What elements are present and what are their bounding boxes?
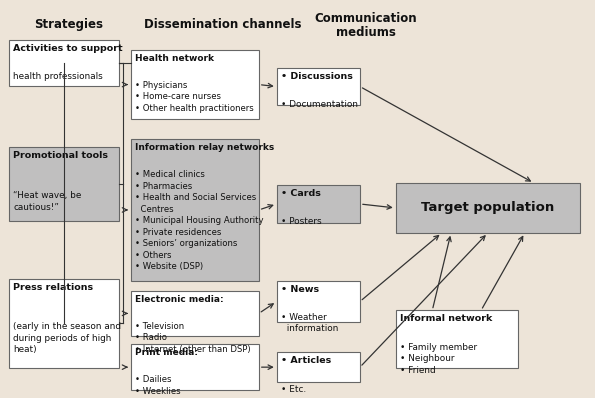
Text: Print media:: Print media: xyxy=(135,348,198,357)
Text: • Articles: • Articles xyxy=(281,356,331,365)
Text: Activities to support: Activities to support xyxy=(13,44,123,53)
Bar xyxy=(9,279,119,368)
Text: Information relay networks: Information relay networks xyxy=(135,143,274,152)
Bar xyxy=(9,40,119,86)
Text: Health network: Health network xyxy=(135,54,214,63)
Bar xyxy=(131,344,259,390)
Text: (early in the season and
during periods of high
heat): (early in the season and during periods … xyxy=(13,311,121,354)
Bar xyxy=(277,68,360,105)
Text: Promotional tools: Promotional tools xyxy=(13,151,108,160)
Text: • News: • News xyxy=(281,285,319,294)
Bar xyxy=(131,291,259,336)
Text: Dissemination channels: Dissemination channels xyxy=(145,18,302,31)
Bar xyxy=(277,352,360,382)
Text: Informal network: Informal network xyxy=(400,314,492,324)
Text: • Television
• Radio
• Internet (other than DSP): • Television • Radio • Internet (other t… xyxy=(135,322,250,353)
Text: Electronic media:: Electronic media: xyxy=(135,295,224,304)
Bar xyxy=(396,183,580,233)
Bar xyxy=(277,185,360,223)
Text: • Discussions: • Discussions xyxy=(281,72,353,81)
Text: Strategies: Strategies xyxy=(34,18,103,31)
Bar xyxy=(9,147,119,221)
Text: • Physicians
• Home-care nurses
• Other health practitioners: • Physicians • Home-care nurses • Other … xyxy=(135,81,254,113)
Text: • Dailies
• Weeklies
• Magazines: • Dailies • Weeklies • Magazines xyxy=(135,375,188,398)
Text: • Family member
• Neighbour
• Friend: • Family member • Neighbour • Friend xyxy=(400,343,477,375)
Text: • Etc.: • Etc. xyxy=(281,384,306,394)
Text: “Heat wave, be
cautious!”: “Heat wave, be cautious!” xyxy=(13,179,82,212)
Text: • Medical clinics
• Pharmacies
• Health and Social Services
  Centres
• Municipa: • Medical clinics • Pharmacies • Health … xyxy=(135,170,264,271)
Bar xyxy=(131,50,259,119)
Bar xyxy=(131,139,259,281)
Text: • Weather
  information: • Weather information xyxy=(281,313,338,334)
Text: • Documentation: • Documentation xyxy=(281,100,358,109)
Text: Press relations: Press relations xyxy=(13,283,93,292)
Bar xyxy=(277,281,360,322)
Bar xyxy=(396,310,518,368)
Text: • Posters: • Posters xyxy=(281,217,321,226)
Text: Target population: Target population xyxy=(421,201,555,215)
Text: • Cards: • Cards xyxy=(281,189,321,198)
Text: health professionals: health professionals xyxy=(13,72,103,81)
Text: Communication
mediums: Communication mediums xyxy=(315,12,417,39)
